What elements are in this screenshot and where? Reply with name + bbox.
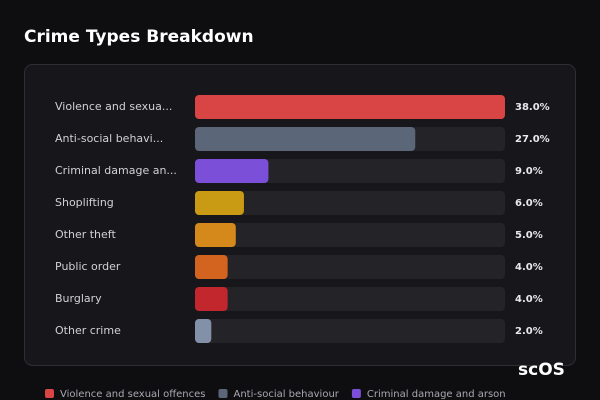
legend-swatch (351, 389, 361, 398)
bar-track (195, 191, 505, 215)
bar-track (195, 255, 505, 279)
category-label: Shoplifting (55, 196, 114, 209)
bar (195, 191, 244, 215)
legend-label: Anti-social behaviour (234, 389, 340, 400)
bar-track (195, 159, 505, 183)
bar (195, 319, 212, 343)
bar-track (195, 223, 505, 247)
value-label: 9.0% (515, 166, 543, 177)
value-label: 4.0% (515, 294, 543, 305)
bar-track (195, 287, 505, 311)
value-label: 27.0% (515, 134, 550, 145)
legend-swatch (45, 389, 54, 398)
bar (195, 287, 228, 311)
category-label: Public order (55, 260, 121, 273)
value-label: 2.0% (515, 326, 543, 337)
bar (195, 255, 228, 279)
category-label: Anti-social behavi... (55, 132, 163, 145)
watermark: scOS (518, 360, 565, 380)
category-label: Criminal damage an... (55, 164, 177, 177)
bar-track (195, 319, 505, 343)
value-label: 5.0% (515, 230, 543, 241)
value-label: 6.0% (515, 198, 543, 209)
legend-swatch (218, 389, 228, 398)
bar (195, 95, 505, 119)
value-label: 38.0% (515, 102, 550, 113)
bar (195, 159, 269, 183)
category-label: Other theft (55, 228, 116, 241)
category-label: Violence and sexua... (55, 100, 172, 113)
legend-label: Violence and sexual offences (60, 389, 206, 400)
chart-title: Crime Types Breakdown (24, 27, 254, 47)
bar (195, 127, 416, 151)
value-label: 4.0% (515, 262, 543, 273)
category-label: Burglary (55, 292, 102, 305)
bar (195, 223, 236, 247)
legend-label: Criminal damage and arson (367, 389, 506, 400)
category-label: Other crime (55, 324, 121, 337)
